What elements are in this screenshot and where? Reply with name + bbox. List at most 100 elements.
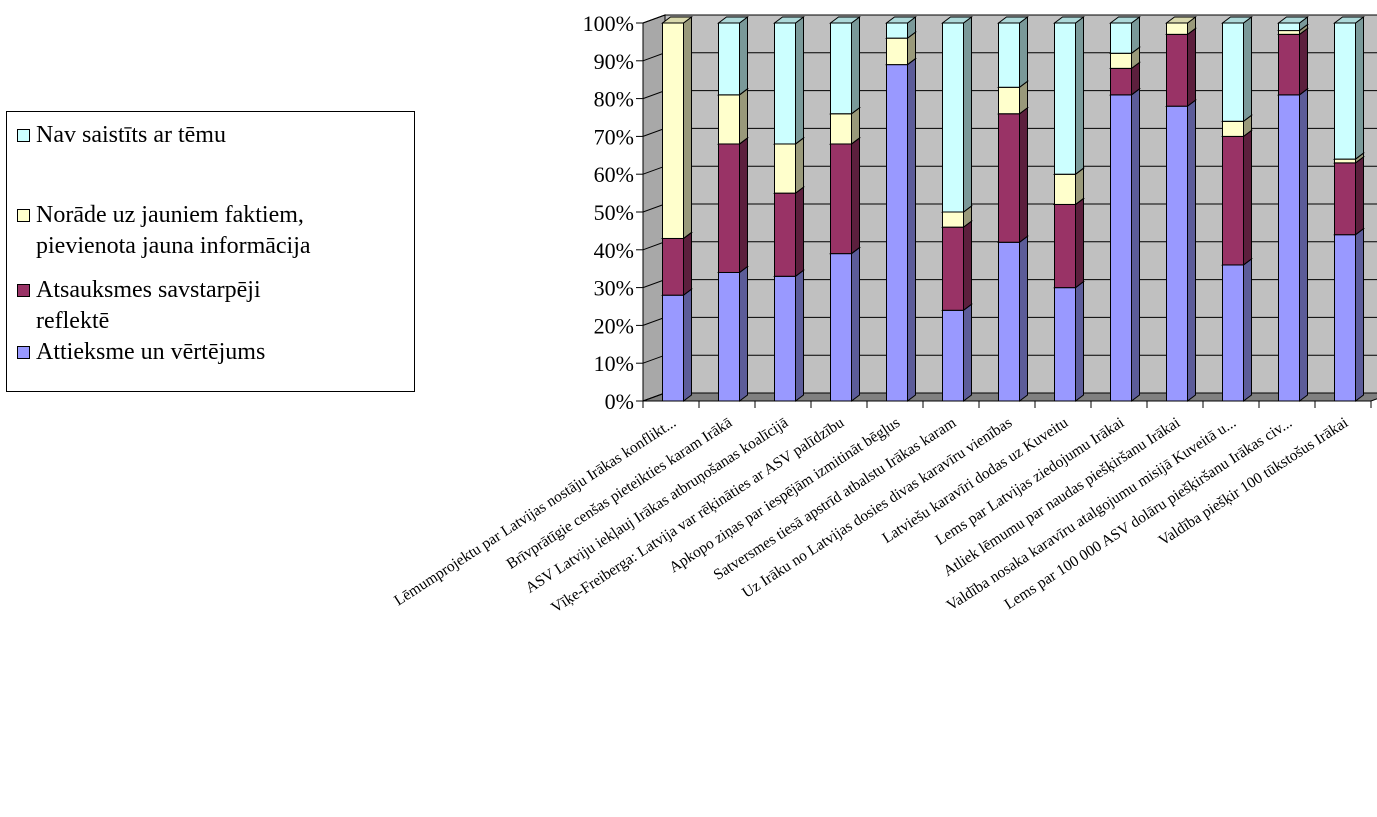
bar-segment-top [661,16,693,24]
bar-segment [1334,22,1356,160]
bar-segment-side [1299,87,1308,402]
bar-segment [942,22,964,213]
bar-segment [662,294,684,402]
legend-swatch [17,284,30,297]
bar-segment [774,143,796,194]
bar-segment [886,37,908,66]
bar-segment [718,22,740,96]
bar-segment [998,113,1020,243]
bar-segment-top [1277,16,1309,24]
y-tick-label: 0% [605,389,634,414]
bar-segment [1054,287,1076,402]
bar-segment-side [851,246,860,402]
bar-segment [942,211,964,228]
bar-segment-side [907,57,916,402]
bar-segment-side [1075,280,1084,402]
bar-segment-side [1243,257,1252,402]
bar-segment-top [997,16,1029,24]
legend-label-line: Atsauksmes savstarpēji [36,277,261,303]
bar-segment [1054,173,1076,205]
bar-segment-top [1165,16,1197,24]
bar-segment [1166,105,1188,402]
y-tick-label: 90% [594,49,634,74]
bar-segment [1278,30,1300,35]
y-tick-label: 100% [583,11,634,36]
bar-segment [774,192,796,277]
bar-segment-side [683,16,692,240]
bar-segment-side [963,220,972,312]
bar-segment [886,64,908,402]
legend-label-line: pievienota jauna informācija [36,233,311,259]
bar-segment [998,86,1020,115]
bar-segment-side [1131,87,1140,402]
bar-segment [1054,22,1076,175]
bar-segment [662,22,684,239]
bar-segment-side [683,231,692,297]
bar-segment-side [1187,27,1196,108]
bar-segment-side [1355,155,1364,236]
bar-segment [1334,162,1356,236]
bar-segment [1278,94,1300,402]
legend-label-line: Attieksme un vērtējums [36,339,266,365]
bar-segment [1222,22,1244,122]
bar-segment [830,22,852,115]
bar-segment [1110,67,1132,96]
bar-segment-top [1109,16,1141,24]
bar-segment [1110,94,1132,402]
bar-segment [774,275,796,402]
bar-segment-side [1075,197,1084,289]
legend-label-line: reflektē [36,308,110,334]
bar-segment [1222,135,1244,266]
bar-segment [1166,22,1188,35]
y-tick-label: 10% [594,351,634,376]
bar-segment [1054,203,1076,289]
bar-segment-top [1053,16,1085,24]
bar-segment [830,143,852,255]
legend-label: Atsauksmes savstarpēji reflektē [36,275,261,337]
bar-segment-top [717,16,749,24]
bar-segment-side [851,136,860,255]
bar-segment [1334,158,1356,164]
bar-segment-top [1221,16,1253,24]
bar-segment-top [773,16,805,24]
legend-swatch [17,209,30,222]
bar-segment-side [1187,99,1196,402]
legend-label: Nav saistīts ar tēmu [36,120,226,151]
bar-segment-side [1019,235,1028,402]
bar-segment [1222,120,1244,137]
bar-segment [718,94,740,145]
bar-segment-side [739,16,748,96]
bar-segment-side [1299,27,1308,96]
bar-segment-top [885,16,917,24]
bar-segment-side [1355,16,1364,161]
bar-segment-side [963,16,972,213]
bar-segment [998,22,1020,88]
y-tick-label: 20% [594,313,634,338]
bar-segment-side [1019,106,1028,244]
bar-segment-side [963,303,972,402]
legend-label-line: Nav saistīts ar tēmu [36,122,226,148]
y-tick-label: 80% [594,87,634,112]
bar-segment-side [1019,16,1028,89]
legend-label: Attieksme un vērtējums [36,337,265,368]
legend-label-line: Norāde uz jauniem faktiem, [36,202,304,228]
legend-swatch [17,129,30,142]
bar-segment [774,22,796,145]
bar-segment-top [829,16,861,24]
bar-segment [1278,33,1300,96]
bar-segment-side [1243,16,1252,123]
bar-segment [830,253,852,402]
bar-segment [1110,22,1132,54]
bar-segment-side [739,136,748,274]
bar-segment [1278,22,1300,32]
bar-segment [1222,264,1244,402]
bar-segment-side [851,16,860,115]
bar-segment [942,226,964,311]
bar-segment-side [739,265,748,402]
y-tick-label: 40% [594,238,634,263]
legend-swatch [17,346,30,359]
y-tick-label: 70% [594,124,634,149]
bar-segment [718,271,740,402]
bar-segment [998,241,1020,402]
